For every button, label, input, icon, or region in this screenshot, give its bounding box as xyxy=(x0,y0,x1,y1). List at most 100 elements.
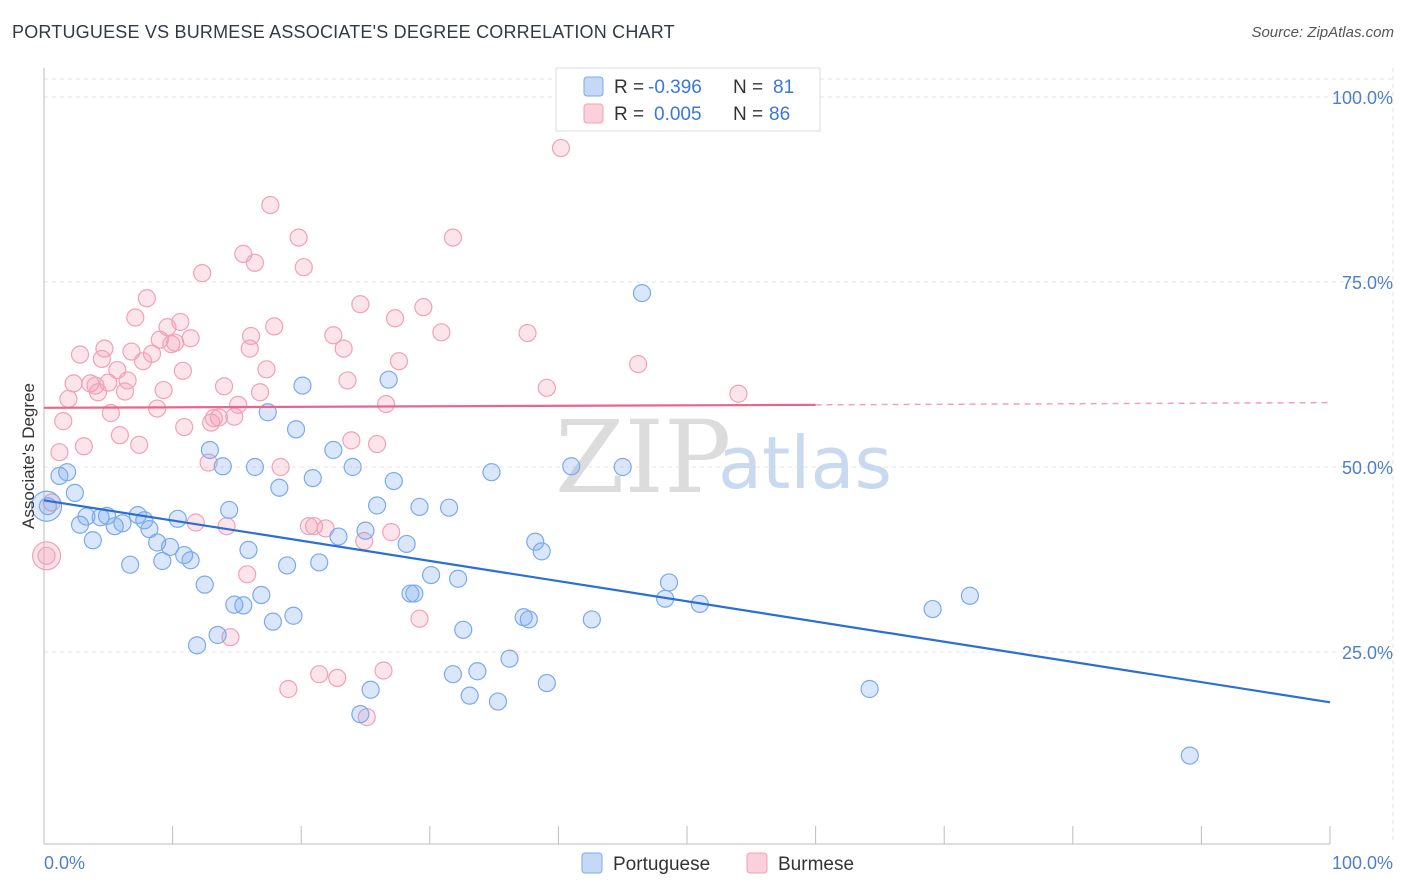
stats-legend: R = -0.396 N = 81 R = 0.005 N = 86 xyxy=(555,67,821,132)
burmese-point xyxy=(432,323,451,342)
legend-r-value-burmese: 0.005 xyxy=(654,104,702,125)
portuguese-point xyxy=(482,463,501,482)
burmese-point xyxy=(171,312,190,332)
burmese-point xyxy=(385,309,405,328)
legend-swatch-portuguese xyxy=(583,76,604,97)
burmese-point xyxy=(374,661,393,680)
axes xyxy=(43,68,1331,845)
portuguese-point xyxy=(443,665,463,684)
portuguese-point xyxy=(153,551,172,571)
burmese-point xyxy=(99,373,118,392)
x-tick-label-max: 100.0% xyxy=(1332,853,1393,873)
portuguese-point xyxy=(367,496,387,515)
burmese-point xyxy=(181,329,200,348)
legend-swatch-burmese xyxy=(583,103,604,124)
portuguese-point xyxy=(401,584,420,603)
portuguese-point xyxy=(582,610,601,629)
burmese-point xyxy=(299,517,319,536)
burmese-point xyxy=(551,138,571,158)
burmese-point xyxy=(118,371,137,390)
portuguese-point xyxy=(324,440,343,460)
portuguese-point xyxy=(860,679,879,699)
burmese-point xyxy=(110,426,129,445)
burmese-point xyxy=(193,264,212,283)
chart-title: PORTUGUESE VS BURMESE ASSOCIATE'S DEGREE… xyxy=(12,22,675,42)
portuguese-point xyxy=(488,692,508,711)
y-tick-label: 100.0% xyxy=(1332,88,1393,108)
burmese-point xyxy=(271,457,290,477)
legend-n-label-portuguese: N = xyxy=(733,77,763,98)
burmese-point xyxy=(202,413,221,432)
burmese-point xyxy=(70,345,90,364)
portuguese-point xyxy=(329,527,348,546)
burmese-point xyxy=(137,289,156,308)
portuguese-point xyxy=(113,514,132,533)
watermark-zip: ZIP xyxy=(555,399,731,516)
burmese-point xyxy=(414,298,433,317)
portuguese-point xyxy=(613,457,632,477)
burmese-point xyxy=(173,361,192,380)
portuguese-point xyxy=(632,284,652,303)
trend-lines xyxy=(43,401,1331,704)
portuguese-point xyxy=(252,585,271,605)
portuguese-points xyxy=(30,284,1199,765)
portuguese-point xyxy=(208,625,227,645)
burmese-point xyxy=(261,195,280,215)
burmese-point xyxy=(289,228,308,247)
source-label: Source: ZipAtlas.com xyxy=(1251,24,1394,41)
burmese-point xyxy=(279,679,298,699)
burmese-point xyxy=(240,339,259,358)
portuguese-point xyxy=(168,509,187,528)
legend-n-label-burmese: N = xyxy=(733,104,763,125)
burmese-point xyxy=(31,541,62,571)
burmese-point xyxy=(126,308,145,327)
burmese-point xyxy=(310,665,329,684)
portuguese-point xyxy=(454,620,473,639)
legend-r-value-portuguese: -0.396 xyxy=(648,77,702,98)
portuguese-trend-line xyxy=(43,499,1331,704)
portuguese-point xyxy=(960,586,980,605)
portuguese-point xyxy=(356,521,375,540)
portuguese-point xyxy=(239,540,258,559)
legend-n-value-burmese: 86 xyxy=(769,104,790,125)
portuguese-point xyxy=(277,556,297,575)
portuguese-point xyxy=(526,532,545,551)
portuguese-point xyxy=(468,662,487,681)
burmese-point xyxy=(367,434,387,454)
portuguese-point xyxy=(410,497,429,517)
portuguese-point xyxy=(58,463,77,482)
legend-r-label-portuguese: R = xyxy=(614,77,644,98)
portuguese-point xyxy=(384,471,403,491)
portuguese-point xyxy=(200,440,219,460)
x-tick-label-min: 0.0% xyxy=(44,853,85,873)
portuguese-point xyxy=(284,606,303,625)
bottom-legend-swatch-burmese xyxy=(746,852,768,874)
burmese-point xyxy=(130,435,149,454)
burmese-points xyxy=(31,138,748,727)
burmese-point xyxy=(115,382,135,401)
portuguese-point xyxy=(195,575,214,594)
burmese-point xyxy=(729,384,748,403)
burmese-point xyxy=(342,431,361,450)
portuguese-point xyxy=(439,498,459,517)
y-tick-label: 75.0% xyxy=(1342,273,1393,293)
watermark-atlas: atlas xyxy=(718,421,892,505)
burmese-point xyxy=(376,395,396,414)
watermark: ZIP atlas xyxy=(555,399,892,516)
portuguese-point xyxy=(181,551,200,570)
burmese-point xyxy=(154,380,173,400)
burmese-point xyxy=(351,295,370,314)
burmese-point xyxy=(294,258,313,277)
burmese-point xyxy=(229,395,248,414)
burmese-point xyxy=(148,399,167,418)
portuguese-point xyxy=(65,483,84,502)
burmese-point xyxy=(74,437,93,456)
burmese-point xyxy=(250,383,270,402)
burmese-point xyxy=(382,523,401,542)
burmese-point xyxy=(64,374,83,393)
burmese-point xyxy=(142,344,162,363)
burmese-point xyxy=(265,317,284,336)
burmese-trend-extension xyxy=(815,401,1331,406)
portuguese-point xyxy=(303,469,322,488)
